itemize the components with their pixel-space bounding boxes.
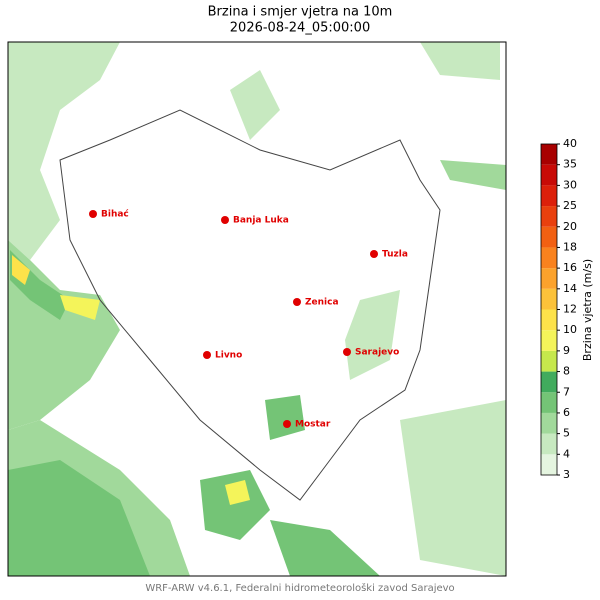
colorbar-tick-label: 35 (563, 158, 577, 171)
colorbar-band (541, 288, 557, 310)
wind-area (60, 295, 100, 320)
city-marker (221, 216, 229, 224)
colorbar-band (541, 247, 557, 269)
city-label: Tuzla (382, 250, 408, 260)
colorbar-band (541, 454, 557, 475)
colorbar-band (541, 185, 557, 207)
city-marker (370, 250, 378, 258)
colorbar-tick-label: 4 (563, 447, 570, 460)
wind-area (12, 255, 30, 285)
wind-area (420, 42, 500, 80)
colorbar-tick-label: 14 (563, 282, 577, 295)
colorbar-label: Brzina vjetra (m/s) (581, 259, 594, 361)
map-frame (7, 41, 507, 577)
wind-area (8, 42, 120, 260)
city-label: Banja Luka (233, 216, 289, 226)
colorbar-band (541, 268, 557, 289)
colorbar-tick-label: 25 (563, 199, 577, 212)
city-label: Bihać (101, 209, 129, 220)
city-marker (293, 298, 301, 306)
colorbar-tick-label: 7 (563, 385, 570, 398)
city-marker (283, 420, 291, 428)
colorbar-band (541, 350, 557, 372)
colorbar-tick-label: 5 (563, 427, 570, 440)
border (59, 109, 441, 501)
title: Brzina i smjer vjetra na 10m (208, 5, 393, 20)
colorbar-tick-label: 40 (563, 137, 577, 150)
city-label: Livno (215, 351, 242, 361)
city-label: Sarajevo (355, 348, 399, 358)
colorbar-tick-label: 16 (563, 261, 577, 274)
wind-area (345, 290, 400, 380)
city-label: Zenica (305, 298, 339, 308)
colorbar-tick-label: 12 (563, 303, 577, 316)
wind-area (265, 395, 305, 440)
colorbar-tick-label: 8 (563, 365, 570, 378)
colorbar-tick-label: 3 (563, 468, 570, 481)
colorbar-tick-label: 6 (563, 406, 570, 419)
wind-area (400, 400, 506, 576)
colorbar-band (541, 206, 557, 227)
colorbar-band (541, 392, 557, 413)
colorbar-tick-label: 10 (563, 323, 577, 336)
map (7, 41, 507, 577)
colorbar-tick-label: 30 (563, 178, 577, 191)
colorbar-band (541, 412, 557, 434)
wind-area (440, 160, 506, 190)
colorbar-band (541, 226, 557, 248)
wind-area (200, 470, 270, 540)
wind-area (270, 520, 380, 576)
wind-area (225, 480, 250, 505)
city-label: Mostar (295, 420, 331, 430)
colorbar-tick-label: 20 (563, 220, 577, 233)
wind-area (8, 460, 150, 576)
colorbar-band (541, 330, 557, 351)
city-marker (89, 210, 97, 218)
colorbar-band (541, 309, 557, 331)
colorbar-band (541, 433, 557, 455)
city-marker (203, 351, 211, 359)
colorbar-band (541, 164, 557, 186)
subtitle: 2026-08-24_05:00:00 (230, 21, 370, 36)
city-marker (343, 348, 351, 356)
wind-area (230, 70, 280, 140)
colorbar-band (541, 144, 557, 165)
colorbar-tick-label: 9 (563, 344, 570, 357)
colorbar-tick-label: 18 (563, 240, 577, 253)
colorbar-band (541, 371, 557, 393)
footer: WRF-ARW v4.6.1, Federalni hidrometeorolo… (145, 582, 454, 594)
